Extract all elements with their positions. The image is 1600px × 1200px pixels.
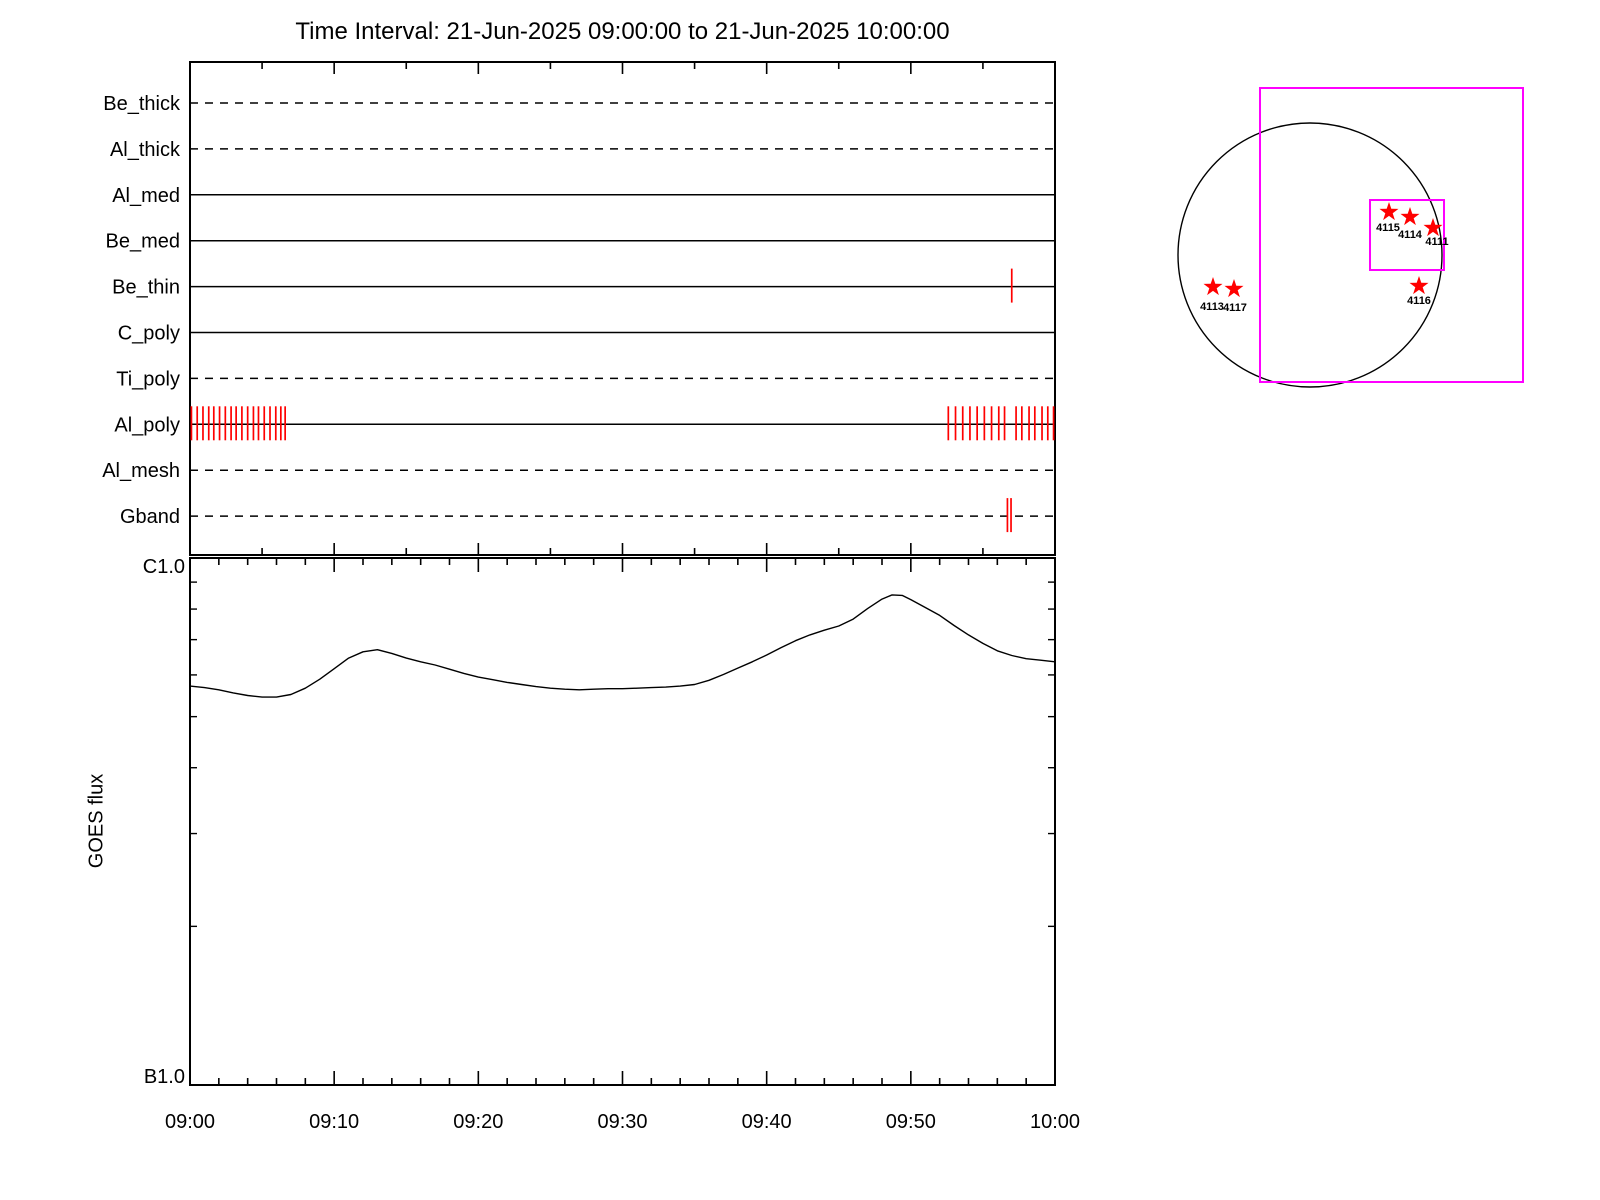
filter-label-Al_med: Al_med: [112, 185, 180, 207]
active-region-label-4117: 4117: [1223, 302, 1247, 314]
active-region-star-4115: [1379, 202, 1399, 221]
active-region-star-4116: [1409, 276, 1429, 295]
solar-disk: [1177, 122, 1443, 388]
filter-timeline-panel: Be_thick Al_thick Al_med Be_med Be_thin C_pol…: [102, 61, 1056, 556]
filter-label-Al_poly: Al_poly: [114, 414, 180, 436]
fov-box-2: [1369, 199, 1445, 271]
filter-label-C_poly: C_poly: [118, 323, 180, 345]
filter-label-Al_mesh: Al_mesh: [102, 460, 180, 482]
active-region-label-4114: 4114: [1398, 229, 1423, 241]
filter-label-Be_thick: Be_thick: [103, 93, 181, 115]
x-tick-label: 09:20: [453, 1111, 503, 1133]
filter-label-Be_thin: Be_thin: [112, 277, 180, 299]
active-region-star-4113: [1203, 277, 1223, 296]
active-region-star-4117: [1224, 279, 1244, 298]
goes-ymin-label: B1.0: [143, 1066, 185, 1088]
active-region-label-4116: 4116: [1407, 295, 1431, 307]
active-region-star-4111: [1423, 218, 1443, 237]
time-interval-title: Time Interval: 21-Jun-2025 09:00:00 to 2…: [295, 18, 950, 45]
active-region-label-4115: 4115: [1376, 222, 1400, 234]
x-tick-label: 09:40: [742, 1111, 792, 1133]
active-region-label-4113: 4113: [1200, 301, 1224, 313]
x-tick-label: 09:10: [309, 1111, 359, 1133]
fov-box-1: [1259, 87, 1524, 383]
goes-ymax-label: C1.0: [142, 556, 185, 578]
filter-label-Al_thick: Al_thick: [110, 139, 181, 161]
goes-flux-panel: 09:00 09:10 09:20 09:30 09:40 09:50 10:00: [165, 557, 1080, 1133]
active-region-star-4114: [1400, 207, 1420, 226]
x-tick-label: 10:00: [1030, 1111, 1080, 1133]
filter-label-Ti_poly: Ti_poly: [116, 368, 180, 390]
goes-flux-curve: [189, 594, 1056, 698]
active-region-label-4111: 4111: [1425, 236, 1448, 248]
x-tick-label: 09:00: [165, 1111, 215, 1133]
x-tick-label: 09:50: [886, 1111, 936, 1133]
filter-label-Be_med: Be_med: [106, 231, 181, 253]
x-tick-label: 09:30: [597, 1111, 647, 1133]
filter-label-Gband: Gband: [120, 506, 180, 528]
